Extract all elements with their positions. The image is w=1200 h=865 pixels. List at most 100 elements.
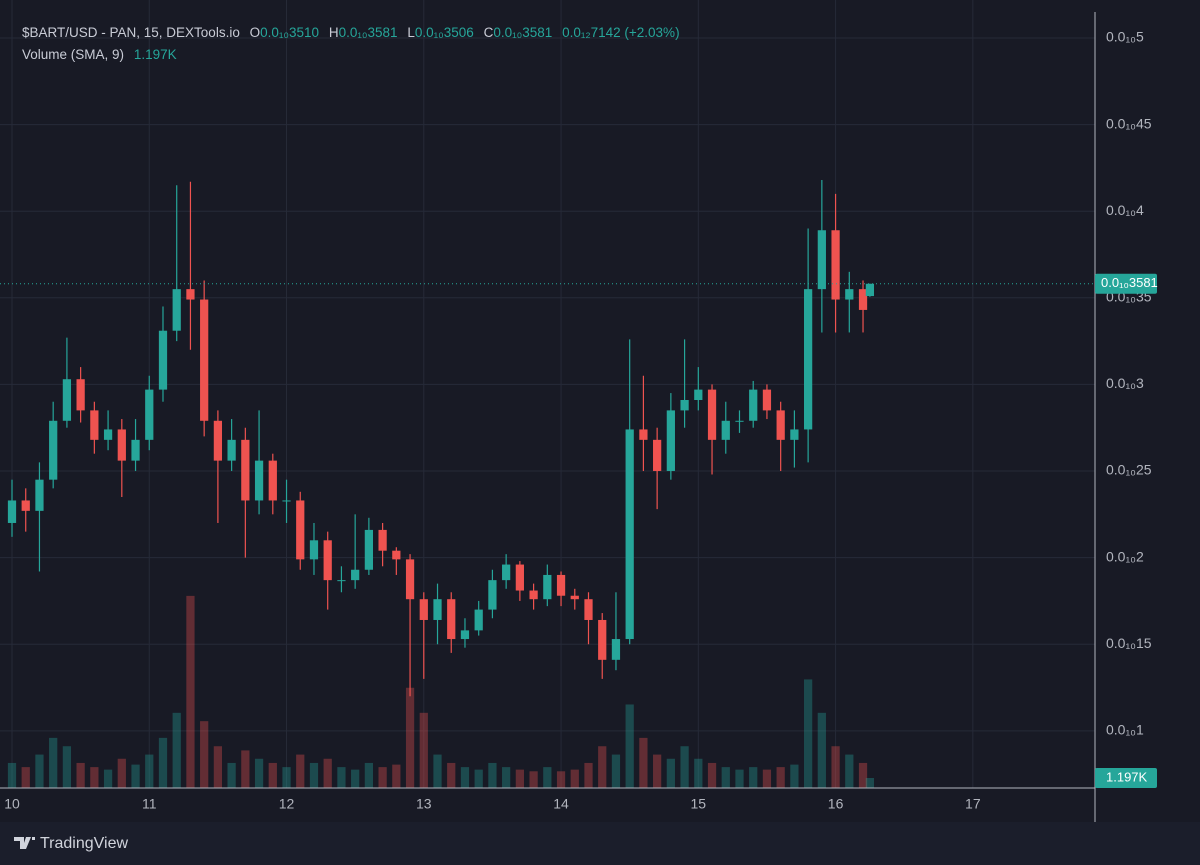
y-tick-label: 0.0₁₀5 (1106, 29, 1144, 45)
candle-body (7, 500, 17, 523)
candle-body (309, 540, 319, 560)
candle-body (323, 540, 332, 581)
candle-body (790, 429, 799, 440)
x-tick-label: 17 (965, 796, 981, 812)
volume-bar (392, 764, 401, 788)
volume-bar (831, 746, 840, 788)
volume-bar (200, 721, 209, 788)
candle-body (735, 420, 744, 422)
volume-badge-text: 1.197K (1106, 769, 1148, 784)
candle-body (625, 429, 634, 640)
volume-bar (460, 767, 470, 788)
price-badge-text: 0.0₁₀3581 (1101, 275, 1158, 290)
ohlc-value: 0.0₁₀3510 (260, 25, 320, 40)
candle-body (241, 439, 250, 501)
candle-body (762, 389, 772, 411)
symbol: $BART/USD - PAN, 15, DEXTools.io (22, 25, 240, 40)
candle-body (378, 529, 387, 551)
volume-bar (556, 771, 566, 788)
volume-bar (625, 704, 634, 788)
volume-bar (735, 769, 744, 788)
volume-bar (351, 769, 360, 788)
volume-bar (268, 762, 277, 788)
candle-body (158, 330, 168, 390)
volume-title: Volume (SMA, 9) (22, 47, 125, 62)
ohlc-label: O (249, 25, 261, 40)
candle-body (296, 500, 305, 560)
volume-bar (145, 754, 154, 788)
candle-body (831, 230, 840, 300)
candle-body (611, 639, 621, 660)
volume-bar (364, 762, 373, 788)
legend: $BART/USD - PAN, 15, DEXTools.io O0.0₁₀3… (22, 22, 680, 66)
price-legend: $BART/USD - PAN, 15, DEXTools.io O0.0₁₀3… (22, 22, 680, 44)
candle-body (845, 289, 854, 300)
candle-body (707, 389, 717, 440)
brand-name: TradingView (40, 835, 128, 852)
ohlc-value: 0.0₁₀3506 (414, 25, 474, 40)
candle-body (488, 580, 497, 610)
volume-bar (296, 754, 305, 788)
volume-bar (804, 679, 813, 788)
volume-value: 1.197K (133, 47, 177, 62)
candle-body (804, 289, 813, 430)
volume-bar (158, 737, 168, 788)
candle-body (529, 590, 538, 600)
volume-bar (241, 750, 250, 788)
candle-body (200, 299, 209, 421)
volume-bar (7, 762, 17, 788)
volume-bar (749, 767, 758, 788)
volume-bar (49, 737, 58, 788)
candle-body (49, 420, 58, 480)
volume-bar (865, 778, 875, 788)
volume-bar (694, 758, 703, 788)
ohlc-label: H (328, 25, 339, 40)
volume-bar (776, 767, 785, 788)
candle-body (447, 599, 456, 640)
volume-bar (721, 767, 730, 788)
y-tick-label: 0.0₁₀45 (1106, 115, 1152, 131)
volume-bar (62, 746, 72, 788)
volume-bar (529, 771, 538, 788)
candle-body (268, 460, 277, 501)
volume-bar (323, 758, 332, 788)
candle-body (694, 389, 703, 400)
volume-bar (254, 758, 264, 788)
candle-body (419, 599, 428, 620)
y-tick-label: 0.0₁₀1 (1106, 722, 1144, 738)
candle-layer (7, 180, 875, 697)
candle-body (584, 599, 593, 620)
candle-body (227, 439, 236, 461)
volume-bar (570, 769, 579, 788)
candle-body (351, 569, 360, 581)
candle-body (392, 550, 401, 560)
volume-bar (653, 754, 662, 788)
candle-body (21, 500, 30, 511)
volume-bar (405, 687, 415, 788)
volume-bar (474, 769, 483, 788)
candle-body (474, 609, 483, 631)
brand: TradingView (14, 835, 128, 852)
candle-body (776, 410, 785, 440)
volume-bar (419, 712, 428, 788)
candle-body (186, 289, 195, 300)
x-tick-label: 10 (4, 796, 20, 812)
candle-body (817, 230, 826, 290)
volume-bar (76, 762, 85, 788)
volume-bar (858, 762, 868, 788)
candle-body (653, 439, 662, 472)
volume-bar (762, 769, 772, 788)
candle-body (460, 630, 470, 640)
candle-body (254, 460, 264, 501)
candle-body (76, 379, 85, 411)
candle-body (172, 289, 181, 331)
ohlc-label: C (483, 25, 494, 40)
candle-body (570, 595, 579, 600)
candle-body (721, 420, 730, 440)
volume-bar (21, 767, 30, 788)
volume-bar (172, 712, 181, 788)
volume-bar (707, 762, 717, 788)
candle-body (598, 619, 607, 660)
